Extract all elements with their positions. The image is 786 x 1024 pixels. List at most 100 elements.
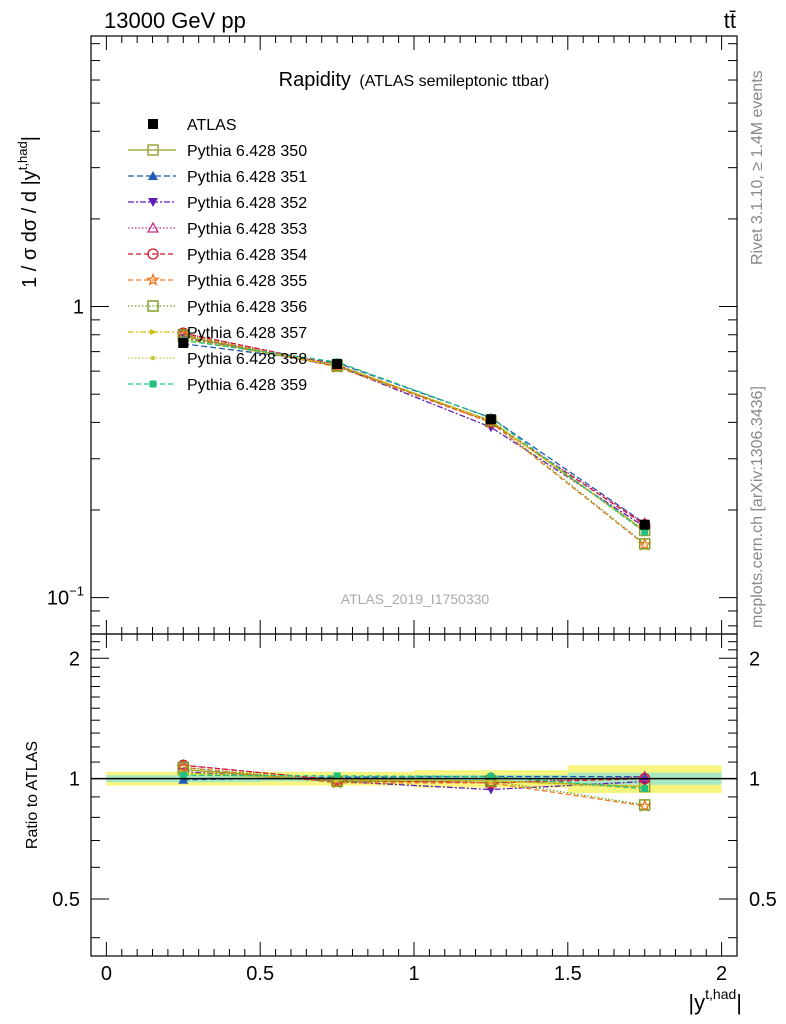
series-line bbox=[183, 339, 646, 533]
ratio-series-line bbox=[183, 766, 645, 807]
ratio-series-line bbox=[183, 772, 645, 788]
ratio-y-tick-label: 2 bbox=[69, 648, 80, 670]
x-tick-label: 2 bbox=[716, 963, 727, 985]
x-axis-label-sup: t,had bbox=[705, 986, 736, 1002]
legend-label: Pythia 6.428 351 bbox=[187, 169, 307, 186]
rivet-label: Rivet 3.1.10, ≥ 1.4M events bbox=[749, 70, 766, 265]
legend-label: Pythia 6.428 359 bbox=[187, 377, 307, 394]
ratio-series-point bbox=[176, 759, 191, 774]
legend-entry: Pythia 6.428 359 bbox=[128, 377, 307, 394]
legend-swatch bbox=[149, 380, 157, 388]
legend-swatch bbox=[148, 119, 158, 129]
ratio-series-point bbox=[641, 785, 649, 793]
legend-label: Pythia 6.428 355 bbox=[187, 273, 307, 290]
analysis-label: ATLAS_2019_I1750330 bbox=[341, 591, 490, 607]
legend-entry: Pythia 6.428 353 bbox=[128, 221, 307, 238]
series-line bbox=[183, 337, 646, 528]
legend-swatch bbox=[148, 171, 158, 180]
ratio-series-point bbox=[333, 772, 341, 780]
x-tick-label: 1.5 bbox=[554, 963, 582, 985]
legend-entry: Pythia 6.428 351 bbox=[128, 169, 307, 186]
series-line bbox=[183, 338, 646, 532]
chart-subtitle: (ATLAS semileptonic ttbar) bbox=[359, 73, 549, 90]
ratio-y-tick-labels: 0.5 0.5 1 1 2 2 bbox=[52, 648, 777, 911]
legend-label: Pythia 6.428 358 bbox=[187, 351, 307, 368]
ratio-marks bbox=[91, 758, 737, 813]
legend-swatch bbox=[147, 248, 159, 260]
chart-title-main: Rapidity bbox=[279, 69, 351, 91]
main-y-tick-label: 10−1 bbox=[47, 584, 84, 610]
ratio-axis-ticks bbox=[91, 634, 737, 956]
ratio-y-tick-label-right: 1 bbox=[749, 769, 760, 791]
main-panel: 10−1 1 Rapidity (ATLAS semileptonic ttbar… bbox=[15, 35, 738, 635]
ratio-y-tick-label-right: 0.5 bbox=[749, 889, 777, 911]
main-y-tick-base: 10 bbox=[47, 588, 69, 610]
series-point bbox=[637, 537, 652, 551]
legend-label: Pythia 6.428 353 bbox=[187, 221, 307, 238]
ratio-y-tick-label-right: 2 bbox=[749, 648, 760, 670]
ratio-series-point bbox=[487, 773, 495, 781]
ratio-series-point bbox=[638, 770, 651, 782]
mcplots-label: mcplots.cern.ch [arXiv:1306.3436] bbox=[749, 386, 766, 628]
legend-entry: ATLAS bbox=[148, 117, 237, 134]
main-y-tick-labels: 10−1 1 bbox=[47, 297, 84, 610]
legend-swatch bbox=[147, 144, 159, 156]
main-y-axis-label-main: 1 / σ dσ / d |y bbox=[19, 170, 41, 288]
x-tick-label: 0 bbox=[101, 963, 112, 985]
data-point bbox=[639, 519, 650, 530]
legend-swatch bbox=[148, 198, 158, 207]
series-line bbox=[183, 338, 646, 533]
series-line bbox=[183, 334, 646, 546]
legend-entry: Pythia 6.428 354 bbox=[128, 247, 307, 264]
series-point bbox=[639, 538, 651, 550]
legend-swatch bbox=[146, 221, 160, 233]
x-tick-label: 0.5 bbox=[246, 963, 274, 985]
legend-entry: Pythia 6.428 350 bbox=[128, 143, 307, 160]
legend-label: Pythia 6.428 356 bbox=[187, 299, 307, 316]
legend-swatch bbox=[150, 329, 157, 335]
series-line bbox=[183, 343, 646, 524]
legend: ATLAS Pythia 6.428 350 Pythia 6.428 351 Pyt… bbox=[128, 117, 307, 394]
legend-entry: Pythia 6.428 352 bbox=[128, 195, 307, 212]
legend-entry: Pythia 6.428 358 bbox=[128, 351, 307, 368]
main-y-axis-label-close: | bbox=[19, 136, 41, 141]
main-y-tick-label: 1 bbox=[73, 297, 84, 319]
ratio-series-point bbox=[639, 799, 651, 811]
ratio-series-line bbox=[183, 764, 645, 784]
chart-title: Rapidity (ATLAS semileptonic ttbar) bbox=[279, 69, 550, 91]
legend-entry: Pythia 6.428 356 bbox=[128, 299, 307, 316]
process-label: tt̄ bbox=[724, 8, 736, 33]
ratio-series-point bbox=[639, 777, 650, 787]
legend-swatch bbox=[150, 355, 156, 361]
legend-label: ATLAS bbox=[187, 117, 237, 134]
ratio-y-axis-label: Ratio to ATLAS bbox=[24, 741, 41, 849]
legend-label: Pythia 6.428 354 bbox=[187, 247, 307, 264]
ratio-panel: 0.5 0.5 1 1 2 2 0 0.5 1 1.5 2 Ratio to ATLAS |yt,… bbox=[24, 633, 777, 1015]
legend-entry: Pythia 6.428 357 bbox=[128, 325, 307, 342]
series-line bbox=[183, 334, 646, 545]
ratio-frame bbox=[90, 633, 738, 957]
series-point bbox=[641, 528, 649, 536]
legend-entry: Pythia 6.428 355 bbox=[128, 272, 307, 290]
legend-swatch bbox=[145, 272, 161, 286]
main-axis-ticks bbox=[91, 36, 737, 634]
x-axis-label-main: |y bbox=[688, 990, 705, 1015]
legend-swatch bbox=[147, 300, 159, 312]
main-y-axis-label: 1 / σ dσ / d |yt,had| bbox=[15, 136, 41, 288]
legend-label: Pythia 6.428 350 bbox=[187, 143, 307, 160]
x-axis-label: |yt,had| bbox=[688, 986, 742, 1015]
ratio-series-point bbox=[179, 771, 187, 779]
ratio-series-point bbox=[637, 798, 652, 813]
ratio-y-tick-label: 0.5 bbox=[52, 889, 80, 911]
x-axis-label-close: | bbox=[736, 990, 742, 1015]
ratio-series-line bbox=[183, 774, 645, 790]
x-tick-label: 1 bbox=[408, 963, 419, 985]
data-point bbox=[485, 414, 496, 425]
main-y-tick-base: 1 bbox=[73, 297, 84, 319]
main-y-tick-exp: −1 bbox=[69, 584, 84, 599]
data-point bbox=[178, 337, 189, 348]
data-point bbox=[332, 358, 343, 369]
energy-label: 13000 GeV pp bbox=[104, 8, 246, 33]
x-tick-labels: 0 0.5 1 1.5 2 bbox=[101, 963, 727, 985]
